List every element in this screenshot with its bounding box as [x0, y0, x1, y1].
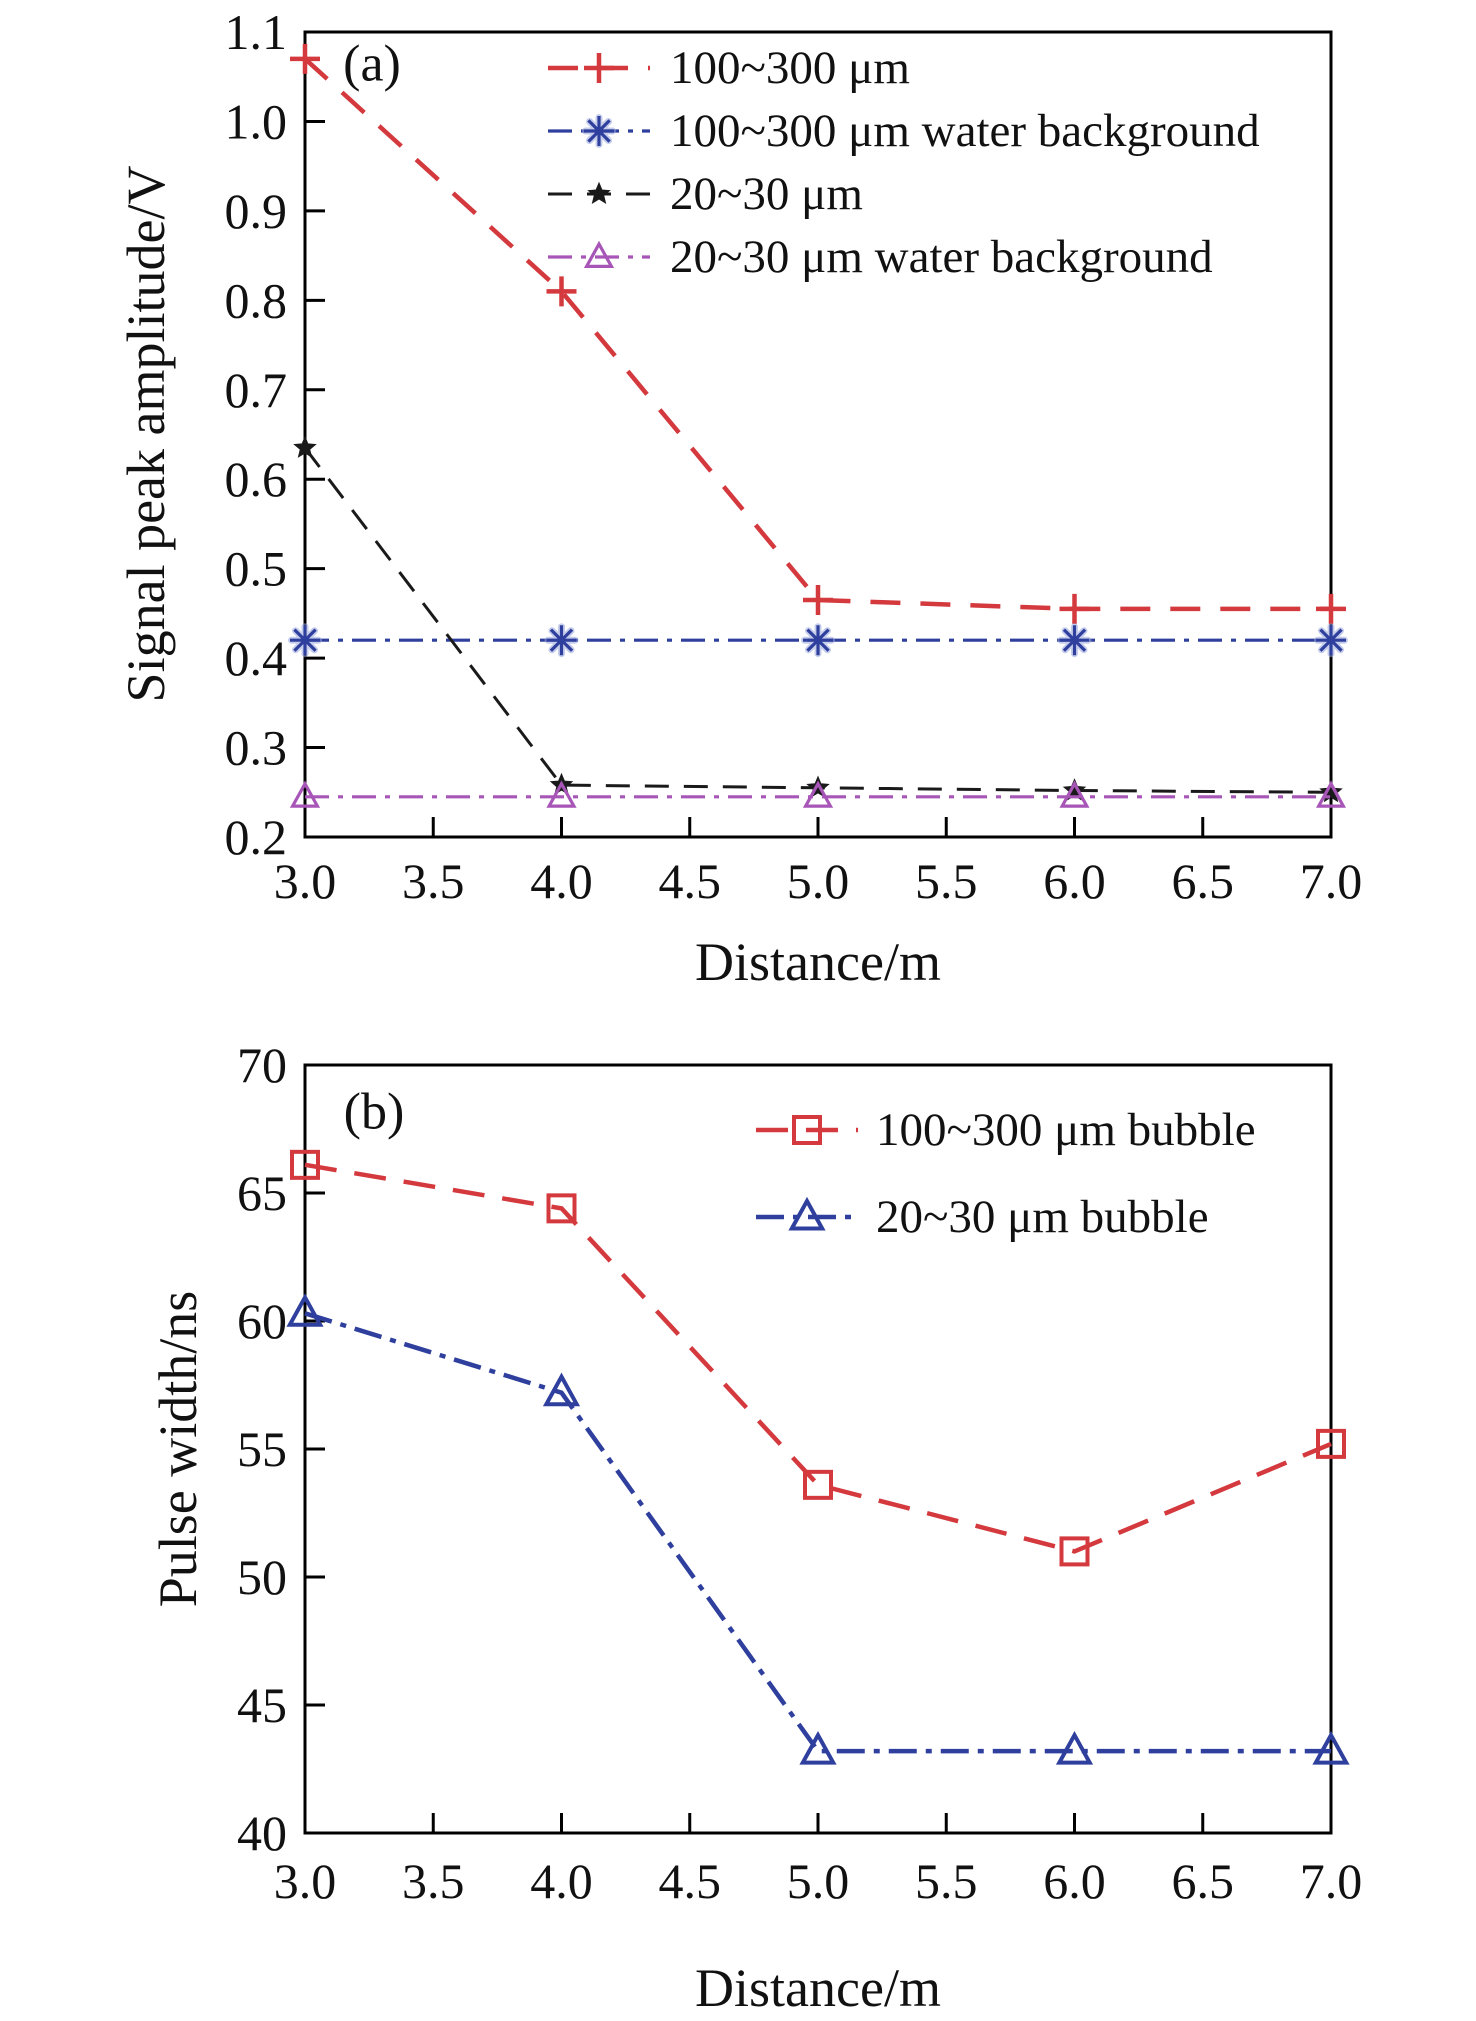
triangle-marker-icon [1315, 780, 1347, 808]
x-tick-label: 6.0 [1043, 853, 1106, 909]
series-line [304, 1311, 1331, 1754]
x-axis-title: Distance/m [695, 932, 941, 992]
series-a-3 [289, 780, 1347, 808]
y-tick-label: 45 [237, 1677, 287, 1733]
plus-marker-icon [546, 276, 577, 307]
plus-marker-icon [803, 584, 833, 615]
asterisk-marker-icon [290, 625, 320, 656]
x-tick-label: 4.0 [530, 1853, 593, 1909]
square-marker-icon [546, 1193, 577, 1224]
panel-label: (b) [344, 1084, 405, 1141]
square-marker-icon [1316, 1428, 1346, 1459]
x-tick-label: 3.5 [402, 1853, 465, 1909]
legend-label: 100~300 μm [670, 42, 910, 94]
triangle-marker-icon [286, 1293, 324, 1327]
star-marker-icon [293, 435, 317, 458]
triangle-marker-icon [583, 240, 615, 268]
asterisk-marker-icon [803, 625, 833, 656]
y-tick-label: 70 [237, 1037, 287, 1093]
plus-marker-icon [290, 43, 320, 74]
y-tick-label: 0.7 [225, 362, 288, 418]
y-tick-label: 50 [237, 1549, 287, 1605]
x-tick-label: 6.0 [1043, 1853, 1106, 1909]
triangle-marker-icon [802, 780, 834, 808]
y-axis-title: Signal peak amplitude/V [116, 166, 176, 703]
legend-label: 100~300 μm bubble [876, 1104, 1256, 1156]
asterisk-marker-icon [584, 116, 614, 146]
asterisk-marker-icon [1316, 625, 1346, 656]
plus-marker-icon [1059, 593, 1090, 624]
x-tick-label: 3.0 [274, 853, 337, 909]
y-tick-label: 0.5 [225, 541, 288, 597]
x-tick-label: 4.0 [530, 853, 593, 909]
series-a-0 [290, 43, 1346, 624]
asterisk-marker-icon [546, 625, 577, 656]
x-tick-label: 5.5 [915, 853, 978, 909]
legend-b: 100~300 μm bubble 20~30 μm bubble [756, 1104, 1256, 1243]
x-tick-label: 6.5 [1172, 1853, 1235, 1909]
x-tick-label: 5.5 [915, 1853, 978, 1909]
x-tick-label: 3.0 [274, 1853, 337, 1909]
y-tick-label: 0.9 [225, 183, 288, 239]
series-b-0 [290, 1149, 1346, 1567]
y-axis-title: Pulse width/ns [148, 1291, 208, 1608]
y-tick-label: 55 [237, 1421, 287, 1477]
triangle-marker-icon [788, 1196, 826, 1231]
series-line [304, 1162, 1332, 1554]
y-tick-label: 1.1 [225, 4, 288, 60]
square-marker-icon [1059, 1536, 1090, 1567]
x-tick-label: 3.5 [402, 853, 465, 909]
triangle-marker-icon [1059, 780, 1090, 808]
panel-label: (a) [343, 36, 401, 93]
axis-box [303, 1063, 1333, 1835]
x-tick-label: 4.5 [659, 1853, 722, 1909]
y-tick-label: 0.6 [225, 451, 288, 507]
series-line [303, 446, 1332, 794]
legend-label: 20~30 μm [670, 168, 863, 220]
legend-label: 20~30 μm bubble [876, 1191, 1209, 1243]
y-tick-label: 1.0 [225, 93, 288, 149]
y-tick-label: 40 [237, 1805, 287, 1861]
x-tick-label: 4.5 [659, 853, 722, 909]
series-a-1 [288, 623, 1348, 658]
x-tick-label: 6.5 [1172, 853, 1235, 909]
plus-marker-icon [584, 53, 614, 83]
triangle-marker-icon [1055, 1730, 1094, 1765]
series-b-1 [286, 1293, 1350, 1765]
y-tick-label: 0.3 [225, 720, 288, 776]
x-tick-label: 7.0 [1300, 1853, 1363, 1909]
triangle-marker-icon [289, 780, 321, 808]
legend-a: 100~300 μm 100~300 μm water background 20~… [548, 42, 1260, 283]
y-tick-label: 60 [237, 1293, 287, 1349]
triangle-marker-icon [542, 1372, 581, 1407]
square-marker-icon [290, 1149, 320, 1180]
square-marker-icon [803, 1469, 833, 1500]
x-tick-label: 7.0 [1300, 853, 1363, 909]
star-marker-icon [587, 181, 611, 204]
y-tick-label: 0.8 [225, 272, 288, 328]
y-tick-label: 0.4 [225, 630, 288, 686]
asterisk-marker-icon [1059, 625, 1090, 656]
y-tick-label: 0.2 [225, 809, 288, 865]
plus-marker-icon [1316, 593, 1346, 624]
chart-panel-b: 3.0 3.5 4.0 4.5 5.0 5.5 6.0 6.5 7.0 70 65 60 55 50 45 4… [148, 1037, 1362, 2018]
x-axis-title: Distance/m [695, 1958, 941, 2018]
triangle-marker-icon [1312, 1730, 1350, 1765]
square-marker-icon [792, 1115, 822, 1145]
triangle-marker-icon [546, 780, 577, 808]
series-a-2 [293, 435, 1343, 803]
chart-panel-a: 3.0 3.5 4.0 4.5 5.0 5.5 6.0 6.5 7.0 1.1 1.0 0.9 0.8 0… [116, 4, 1362, 992]
x-tick-label: 5.0 [787, 1853, 850, 1909]
x-tick-label: 5.0 [787, 853, 850, 909]
y-tick-label: 65 [237, 1165, 287, 1221]
legend-label: 20~30 μm water background [670, 231, 1213, 283]
legend-label: 100~300 μm water background [670, 105, 1260, 157]
triangle-marker-icon [799, 1730, 837, 1765]
